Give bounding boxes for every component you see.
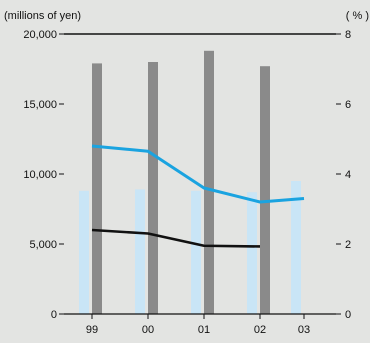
right-tick-label: 4 — [345, 169, 351, 181]
bar-0-03 — [291, 181, 301, 314]
x-tick-label: 02 — [254, 324, 266, 336]
bar-0-00 — [135, 189, 145, 314]
right-tick-label: 0 — [345, 309, 351, 321]
x-tick-label: 99 — [86, 324, 98, 336]
left-tick-label: 10,000 — [23, 169, 57, 181]
x-tick-label: 00 — [142, 324, 154, 336]
line-series-2 — [91, 144, 305, 204]
line-series-3 — [91, 228, 261, 248]
bar-1-00 — [148, 62, 158, 314]
left-axis-unit-label: (millions of yen) — [4, 10, 81, 22]
bar-1-99 — [92, 63, 102, 315]
right-tick-label: 6 — [345, 99, 351, 111]
left-tick-label: 15,000 — [23, 99, 57, 111]
left-tick-label: 20,000 — [23, 29, 57, 41]
left-tick-label: 0 — [51, 309, 57, 321]
right-tick-label: 2 — [345, 239, 351, 251]
bar-1-01 — [204, 50, 214, 315]
right-tick-label: 8 — [345, 29, 351, 41]
bars — [79, 50, 301, 315]
bar-1-02 — [260, 66, 270, 314]
lines — [91, 144, 305, 248]
x-tick-label: 01 — [198, 324, 210, 336]
bar-0-99 — [79, 190, 89, 314]
bar-0-01 — [191, 190, 201, 314]
left-tick-label: 5,000 — [29, 239, 57, 251]
right-axis-unit-label: ( % ) — [346, 10, 369, 22]
x-tick-label: 03 — [298, 324, 310, 336]
bar-0-02 — [247, 192, 257, 314]
